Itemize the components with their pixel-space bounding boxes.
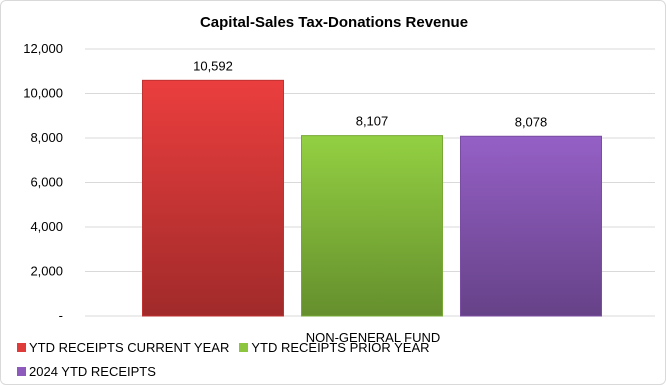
bar-1 bbox=[142, 79, 284, 317]
y-tick-label: 6,000 bbox=[30, 175, 63, 190]
y-axis: - 2,000 4,000 6,000 8,000 10,000 12,000 bbox=[23, 41, 63, 323]
legend-item-prior-year: YTD RECEIPTS PRIOR YEAR bbox=[239, 339, 430, 355]
data-label: 10,592 bbox=[193, 58, 233, 73]
legend-label-current-year: YTD RECEIPTS CURRENT YEAR bbox=[29, 339, 230, 355]
bar-2 bbox=[301, 135, 443, 317]
legend-swatch-2024 bbox=[17, 366, 26, 376]
legend-label-2024: 2024 YTD RECEIPTS bbox=[29, 363, 156, 379]
y-tick-label: 10,000 bbox=[23, 86, 63, 101]
legend-item-current-year: YTD RECEIPTS CURRENT YEAR bbox=[17, 340, 229, 355]
data-labels: 10,592 8,107 8,078 bbox=[193, 58, 547, 129]
legend-swatch-prior-year bbox=[239, 342, 249, 352]
legend: YTD RECEIPTS CURRENT YEAR YTD RECEIPTS P… bbox=[17, 335, 537, 383]
chart-title: Capital-Sales Tax-Donations Revenue bbox=[200, 14, 468, 31]
legend-swatch-current-year bbox=[17, 342, 26, 352]
legend-row: 2024 YTD RECEIPTS bbox=[17, 359, 537, 383]
y-tick-label: 2,000 bbox=[30, 264, 63, 279]
legend-label-prior-year: YTD RECEIPTS PRIOR YEAR bbox=[251, 339, 430, 355]
category-label: NON-GENERAL FUND bbox=[306, 330, 441, 345]
data-label: 8,107 bbox=[356, 114, 389, 129]
y-tick-label: - bbox=[59, 308, 63, 323]
y-tick-label: 12,000 bbox=[23, 41, 63, 56]
legend-row: YTD RECEIPTS CURRENT YEAR YTD RECEIPTS P… bbox=[17, 335, 537, 359]
bars bbox=[142, 79, 602, 317]
legend-item-2024: 2024 YTD RECEIPTS bbox=[17, 364, 156, 379]
y-tick-label: 8,000 bbox=[30, 130, 63, 145]
y-tick-label: 4,000 bbox=[30, 219, 63, 234]
data-label: 8,078 bbox=[515, 114, 548, 129]
bar-3 bbox=[460, 135, 602, 317]
